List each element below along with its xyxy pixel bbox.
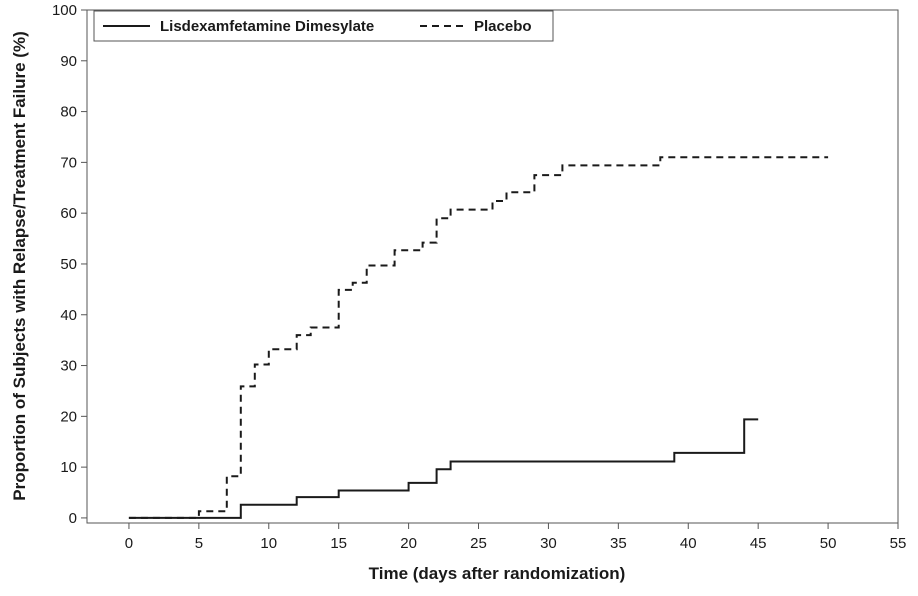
x-axis-ticks: 0 5 10 15 20 25 30 35 40 45 50 55	[125, 523, 907, 552]
x-tick-label-50: 50	[820, 535, 837, 552]
series-line-lisdexamfetamine	[128, 418, 759, 519]
x-tick-label-35: 35	[610, 535, 627, 552]
y-axis-ticks: 0 10 20 30 40 50 60 70 80 90 100	[52, 2, 87, 527]
x-tick-label-25: 25	[470, 535, 487, 552]
y-tick-label-60: 60	[60, 205, 77, 222]
x-tick-label-40: 40	[680, 535, 697, 552]
x-tick-label-5: 5	[195, 535, 203, 552]
plot-frame	[86, 9, 899, 524]
y-tick-label-40: 40	[60, 307, 77, 324]
y-tick-label-100: 100	[52, 2, 77, 19]
y-tick-label-30: 30	[60, 358, 77, 375]
y-tick-label-20: 20	[60, 408, 77, 425]
legend-box	[93, 10, 554, 42]
y-tick-label-10: 10	[60, 459, 77, 476]
x-tick-label-20: 20	[400, 535, 417, 552]
y-tick-label-80: 80	[60, 104, 77, 121]
legend-label-placebo: Placebo	[474, 18, 532, 35]
x-tick-label-0: 0	[125, 535, 133, 552]
x-tick-label-45: 45	[750, 535, 767, 552]
legend: Lisdexamfetamine Dimesylate Placebo	[93, 10, 554, 42]
x-tick-label-15: 15	[330, 535, 347, 552]
series-line-placebo	[128, 156, 829, 519]
x-tick-label-10: 10	[260, 535, 277, 552]
y-tick-label-90: 90	[60, 53, 77, 70]
y-tick-label-70: 70	[60, 154, 77, 171]
legend-label-lisdexamfetamine: Lisdexamfetamine Dimesylate	[160, 18, 374, 35]
x-axis-title: Time (days after randomization)	[369, 564, 626, 583]
series-layer	[128, 156, 829, 519]
x-tick-label-30: 30	[540, 535, 557, 552]
y-tick-label-50: 50	[60, 256, 77, 273]
y-tick-label-0: 0	[69, 510, 77, 527]
x-tick-label-55: 55	[890, 535, 907, 552]
y-axis-title: Proportion of Subjects with Relapse/Trea…	[10, 31, 29, 500]
